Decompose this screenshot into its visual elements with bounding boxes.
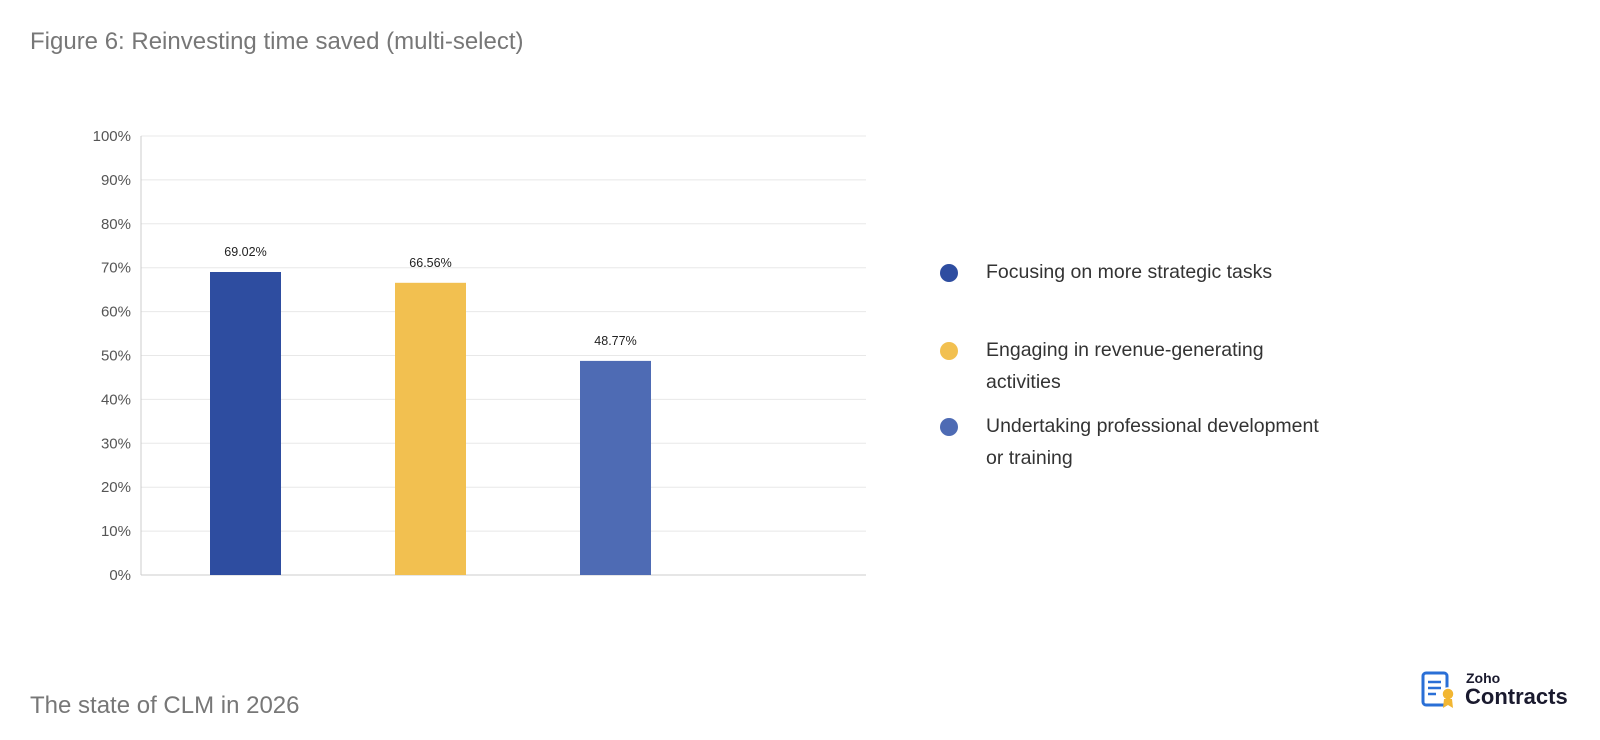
legend-label: Engaging in revenue-generating activitie… <box>986 339 1264 393</box>
figure-title: Figure 6: Reinvesting time saved (multi-… <box>30 28 524 55</box>
bar-value-label: 66.56% <box>409 256 451 270</box>
legend-dot-icon <box>940 418 958 436</box>
legend-dot-icon <box>940 264 958 282</box>
legend-label: Focusing on more strategic tasks <box>986 261 1273 283</box>
bar <box>210 272 281 575</box>
zoho-contracts-logo: Zoho Contracts <box>1420 668 1590 716</box>
logo-product-text: Contracts <box>1465 684 1568 709</box>
footer-report-title: The state of CLM in 2026 <box>30 692 300 719</box>
legend-label: Undertaking professional development or … <box>986 415 1319 469</box>
y-tick-label: 20% <box>101 479 131 496</box>
y-tick-label: 70% <box>101 260 131 277</box>
legend-item-strategic-tasks: Focusing on more strategic tasks <box>940 256 1320 288</box>
bar <box>395 282 466 575</box>
y-tick-label: 90% <box>101 172 131 189</box>
bar <box>580 360 651 575</box>
y-tick-label: 30% <box>101 435 131 452</box>
y-tick-label: 100% <box>93 128 131 145</box>
y-tick-label: 10% <box>101 523 131 540</box>
logo-brand-text: Zoho <box>1466 670 1501 686</box>
legend-item-revenue-activities: Engaging in revenue-generating activitie… <box>940 334 1320 398</box>
y-tick-label: 40% <box>101 391 131 408</box>
y-tick-label: 80% <box>101 216 131 233</box>
bar-value-label: 48.77% <box>594 334 636 348</box>
y-tick-label: 50% <box>101 348 131 365</box>
bar-value-label: 69.02% <box>224 245 266 259</box>
legend-item-professional-development: Undertaking professional development or … <box>940 410 1320 474</box>
y-tick-label: 0% <box>109 567 131 584</box>
y-tick-label: 60% <box>101 304 131 321</box>
contract-document-icon <box>1421 671 1455 708</box>
chart-legend: Focusing on more strategic tasks Engagin… <box>940 256 1320 474</box>
legend-dot-icon <box>940 342 958 360</box>
